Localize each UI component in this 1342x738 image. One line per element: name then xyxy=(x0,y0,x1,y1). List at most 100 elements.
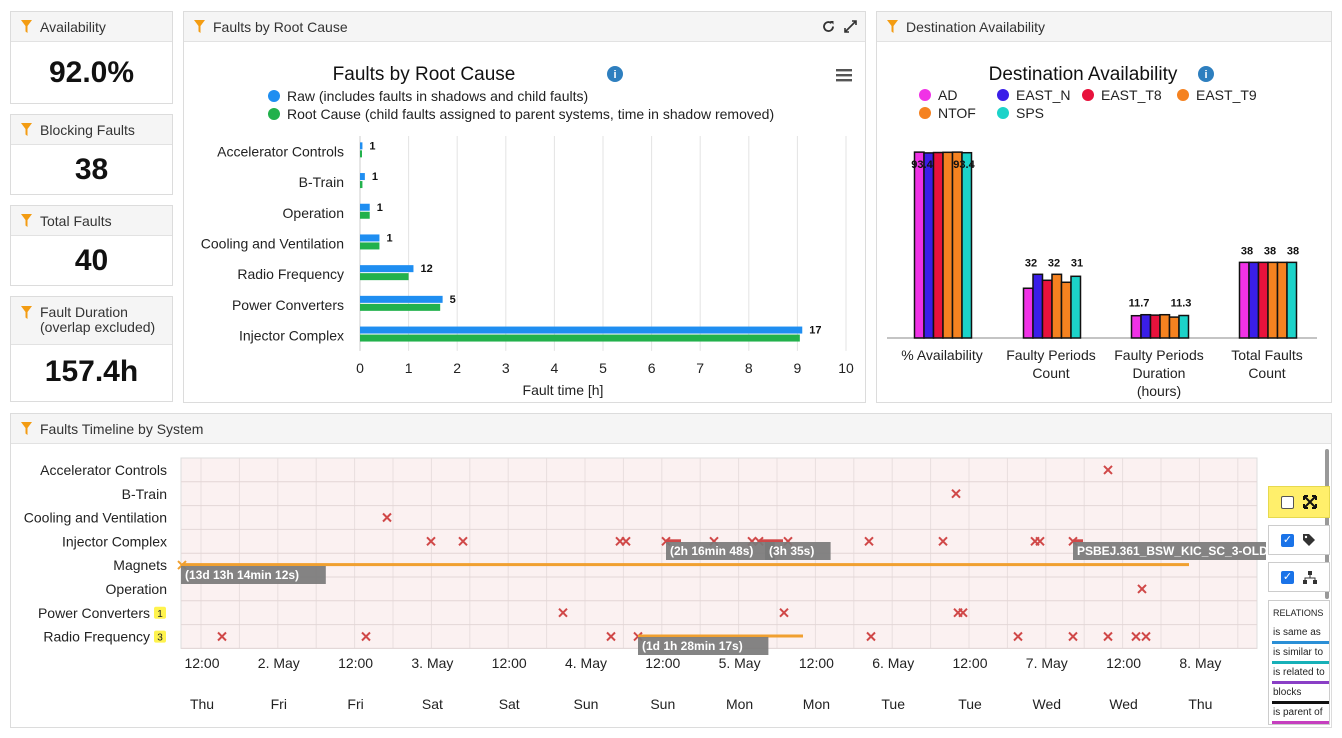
kpi-title: Availability xyxy=(40,18,106,35)
fault-marker xyxy=(1103,631,1113,642)
data-label: 32 xyxy=(1048,257,1060,269)
time-axis-label: 4. May xyxy=(565,655,607,671)
y-category-label: Operation xyxy=(283,205,344,221)
bar xyxy=(360,211,370,219)
fullscreen-icon[interactable] xyxy=(1303,495,1317,509)
kpi-header[interactable]: Availability xyxy=(11,12,172,42)
filter-icon[interactable] xyxy=(21,306,32,319)
x-tick-label: 8 xyxy=(745,360,753,376)
data-label: 32 xyxy=(1025,257,1037,269)
bar xyxy=(1140,313,1152,339)
day-axis-label: Sun xyxy=(650,696,675,712)
legend-label: AD xyxy=(938,87,957,103)
fault-marker xyxy=(217,631,227,642)
day-axis-label: Tue xyxy=(958,696,982,712)
scrollbar[interactable] xyxy=(1325,449,1329,599)
day-axis-label: Mon xyxy=(726,696,753,712)
bar xyxy=(360,142,363,150)
checkbox-3[interactable]: ✓ xyxy=(1281,571,1294,584)
fault-marker xyxy=(382,512,392,523)
bar xyxy=(1238,261,1250,339)
fault-marker xyxy=(938,536,948,547)
kpi-blocking-faults: Blocking Faults 38 xyxy=(10,114,173,195)
fault-marker xyxy=(951,488,961,499)
timeline-tooltip-text: (2h 16min 48s) xyxy=(670,544,753,558)
relation-line xyxy=(1272,641,1329,644)
timeline-tooltip-text: (3h 35s) xyxy=(769,544,814,558)
zoom-control[interactable] xyxy=(1268,486,1330,518)
timeline-tooltip-text: PSBEJ.361_BSW_KIC_SC_3-OLD xyxy=(1077,544,1266,558)
bar xyxy=(1286,261,1298,339)
filter-icon[interactable] xyxy=(21,214,32,227)
kpi-title: Fault Duration xyxy=(40,304,128,320)
fault-marker xyxy=(621,536,631,547)
row-badge-text: 3 xyxy=(157,633,163,644)
data-label: 1 xyxy=(369,140,375,152)
legend-label: EAST_T8 xyxy=(1101,87,1162,103)
panel-header[interactable]: Destination Availability xyxy=(877,12,1331,42)
tags-icon[interactable] xyxy=(1303,534,1317,547)
data-label: 38 xyxy=(1241,245,1253,257)
y-category-label: Radio Frequency xyxy=(237,266,344,282)
row-badge xyxy=(154,630,166,643)
fault-marker xyxy=(1035,536,1045,547)
panel-header[interactable]: Faults by Root Cause xyxy=(184,12,865,42)
hierarchy-control[interactable]: ✓ xyxy=(1268,562,1330,592)
bar xyxy=(360,295,443,303)
bar xyxy=(1159,313,1171,339)
timeline-tooltip xyxy=(638,637,769,655)
data-label: 1 xyxy=(372,171,378,183)
filter-icon[interactable] xyxy=(887,20,898,33)
tag-control[interactable]: ✓ xyxy=(1268,525,1330,555)
fault-marker xyxy=(866,631,876,642)
kpi-header[interactable]: Fault Duration (overlap excluded) xyxy=(11,297,172,345)
checkbox-2[interactable]: ✓ xyxy=(1281,534,1294,547)
timeline-tooltip-text: (13d 13h 14min 12s) xyxy=(185,568,299,582)
bar xyxy=(1267,261,1279,339)
kpi-header[interactable]: Total Faults xyxy=(11,206,172,236)
kpi-value: 40 xyxy=(74,244,109,277)
bar xyxy=(360,326,803,334)
filter-icon[interactable] xyxy=(194,20,205,33)
relation-label: is similar to xyxy=(1273,647,1324,658)
bar xyxy=(1178,314,1190,339)
checkbox-1[interactable] xyxy=(1281,496,1294,509)
filter-icon[interactable] xyxy=(21,20,32,33)
x-tick-label: 3 xyxy=(502,360,510,376)
row-label: Injector Complex xyxy=(62,533,167,549)
faults-timeline-chart: Accelerator Controls B-Train Cooling and V… xyxy=(24,457,1266,712)
legend-marker xyxy=(268,90,280,102)
kpi-header[interactable]: Blocking Faults xyxy=(11,115,172,145)
bar xyxy=(1032,273,1044,339)
time-axis-label: 12:00 xyxy=(1106,655,1141,671)
refresh-icon[interactable] xyxy=(822,20,835,33)
bar xyxy=(942,151,954,339)
day-axis-label: Fri xyxy=(271,696,287,712)
category-label: Faulty Periods xyxy=(1114,347,1203,363)
kpi-value: 157.4h xyxy=(44,355,139,388)
legend-marker xyxy=(1082,89,1094,101)
expand-icon[interactable] xyxy=(844,20,857,33)
filter-icon[interactable] xyxy=(21,123,32,136)
hamburger-icon-line xyxy=(836,69,852,72)
fault-marker xyxy=(864,536,874,547)
panel-title: Faults by Root Cause xyxy=(213,18,348,35)
bar xyxy=(1130,314,1142,339)
fault-marker xyxy=(426,536,436,547)
bar xyxy=(961,151,973,339)
root-cause-chart: Faults by Root Cause i Raw (includes fault… xyxy=(201,64,854,398)
day-axis-label: Sat xyxy=(422,696,443,712)
x-tick-label: 6 xyxy=(648,360,656,376)
info-icon xyxy=(1198,66,1214,82)
x-axis-title: Fault time [h] xyxy=(523,382,604,398)
panel-title: Destination Availability xyxy=(906,18,1046,35)
panel-header[interactable]: Faults Timeline by System xyxy=(11,414,1331,444)
info-icon-glyph: i xyxy=(1204,69,1207,81)
bar xyxy=(360,334,800,342)
legend-label: EAST_N xyxy=(1016,87,1070,103)
hierarchy-icon[interactable] xyxy=(1303,571,1317,584)
legend-label: SPS xyxy=(1016,105,1044,121)
x-tick-label: 5 xyxy=(599,360,607,376)
filter-icon[interactable] xyxy=(21,422,32,435)
relations-legend: RELATIONS is same as is similar to is rela… xyxy=(1268,600,1330,725)
